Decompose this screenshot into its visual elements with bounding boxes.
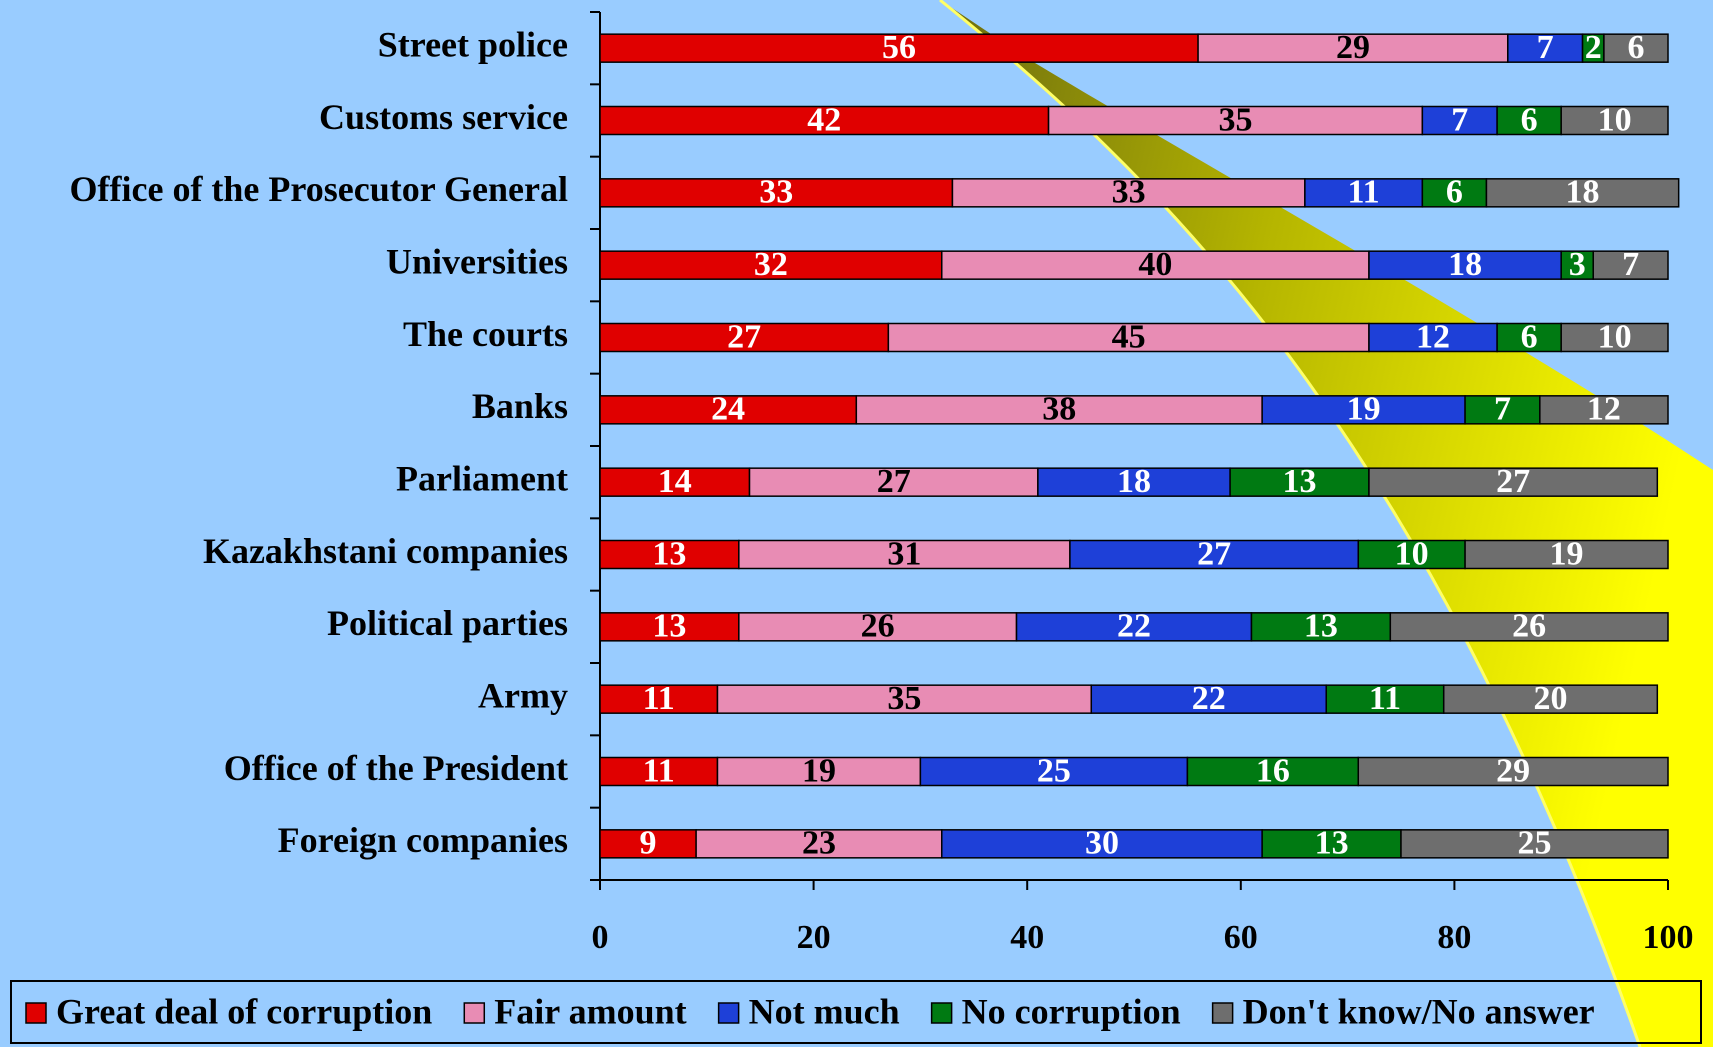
data-label: 42 [807, 101, 841, 138]
data-label: 13 [1304, 608, 1338, 645]
data-label: 32 [754, 246, 788, 283]
data-label: 29 [1496, 752, 1530, 789]
data-label: 13 [1315, 825, 1349, 862]
data-label: 19 [1550, 535, 1584, 572]
legend-swatch [1213, 1003, 1233, 1023]
data-label: 2 [1585, 29, 1602, 66]
x-tick-label: 0 [592, 919, 609, 956]
category-label: Army [478, 675, 568, 715]
category-label: Political parties [327, 603, 568, 643]
data-label: 7 [1622, 246, 1639, 283]
legend-label: Fair amount [494, 991, 686, 1031]
category-label: The courts [403, 314, 568, 354]
data-label: 33 [1112, 174, 1146, 211]
data-label: 24 [711, 391, 745, 428]
data-label: 18 [1566, 174, 1600, 211]
data-label: 13 [652, 608, 686, 645]
legend-swatch [719, 1003, 739, 1023]
data-label: 9 [640, 825, 657, 862]
data-label: 7 [1451, 101, 1468, 138]
data-label: 19 [802, 752, 836, 789]
data-label: 26 [1512, 608, 1546, 645]
legend-label: Great deal of corruption [56, 991, 432, 1031]
data-label: 25 [1037, 752, 1071, 789]
data-label: 29 [1336, 29, 1370, 66]
x-tick-label: 40 [1010, 919, 1044, 956]
data-label: 11 [643, 752, 675, 789]
data-label: 35 [1218, 101, 1252, 138]
data-label: 12 [1416, 318, 1450, 355]
data-label: 27 [1496, 463, 1530, 500]
data-label: 11 [1348, 174, 1380, 211]
data-label: 13 [652, 535, 686, 572]
data-label: 33 [759, 174, 793, 211]
category-label: Office of the Prosecutor General [70, 169, 569, 209]
data-label: 45 [1112, 318, 1146, 355]
data-label: 56 [882, 29, 916, 66]
category-label: Parliament [396, 458, 568, 498]
data-label: 27 [1197, 535, 1231, 572]
legend-swatch [26, 1003, 46, 1023]
data-label: 27 [877, 463, 911, 500]
data-label: 38 [1042, 391, 1076, 428]
category-label: Banks [472, 386, 568, 426]
category-label: Foreign companies [278, 820, 568, 860]
data-label: 13 [1283, 463, 1317, 500]
legend-label: No corruption [962, 991, 1181, 1031]
data-label: 31 [887, 535, 921, 572]
legend-swatch [464, 1003, 484, 1023]
data-label: 10 [1598, 318, 1632, 355]
data-label: 6 [1521, 101, 1538, 138]
data-label: 10 [1395, 535, 1429, 572]
data-label: 6 [1446, 174, 1463, 211]
data-label: 11 [1369, 680, 1401, 717]
data-label: 16 [1256, 752, 1290, 789]
data-label: 22 [1117, 608, 1151, 645]
category-label: Customs service [319, 97, 568, 137]
data-label: 6 [1627, 29, 1644, 66]
data-label: 27 [727, 318, 761, 355]
page: 020406080100Street police5629726Customs … [0, 0, 1713, 1047]
category-label: Office of the President [224, 748, 568, 788]
data-label: 7 [1537, 29, 1554, 66]
data-label: 3 [1569, 246, 1586, 283]
data-label: 40 [1138, 246, 1172, 283]
data-label: 22 [1192, 680, 1226, 717]
data-label: 26 [861, 608, 895, 645]
chart: 020406080100Street police5629726Customs … [0, 0, 1713, 1047]
category-label: Universities [386, 241, 568, 281]
x-tick-label: 20 [797, 919, 831, 956]
data-label: 19 [1347, 391, 1381, 428]
data-label: 20 [1534, 680, 1568, 717]
data-label: 7 [1494, 391, 1511, 428]
data-label: 12 [1587, 391, 1621, 428]
x-tick-label: 60 [1224, 919, 1258, 956]
data-label: 23 [802, 825, 836, 862]
legend-label: Don't know/No answer [1243, 991, 1595, 1031]
data-label: 18 [1448, 246, 1482, 283]
data-label: 11 [643, 680, 675, 717]
data-label: 18 [1117, 463, 1151, 500]
legend-label: Not much [749, 991, 900, 1031]
data-label: 35 [887, 680, 921, 717]
data-label: 30 [1085, 825, 1119, 862]
data-label: 10 [1598, 101, 1632, 138]
data-label: 14 [658, 463, 692, 500]
x-tick-label: 100 [1643, 919, 1694, 956]
data-label: 6 [1521, 318, 1538, 355]
category-label: Kazakhstani companies [203, 531, 568, 571]
legend-swatch [932, 1003, 952, 1023]
legend: Great deal of corruption Fair amount Not m… [26, 991, 1595, 1031]
category-label: Street police [378, 24, 568, 64]
x-tick-label: 80 [1437, 919, 1471, 956]
data-label: 25 [1518, 825, 1552, 862]
